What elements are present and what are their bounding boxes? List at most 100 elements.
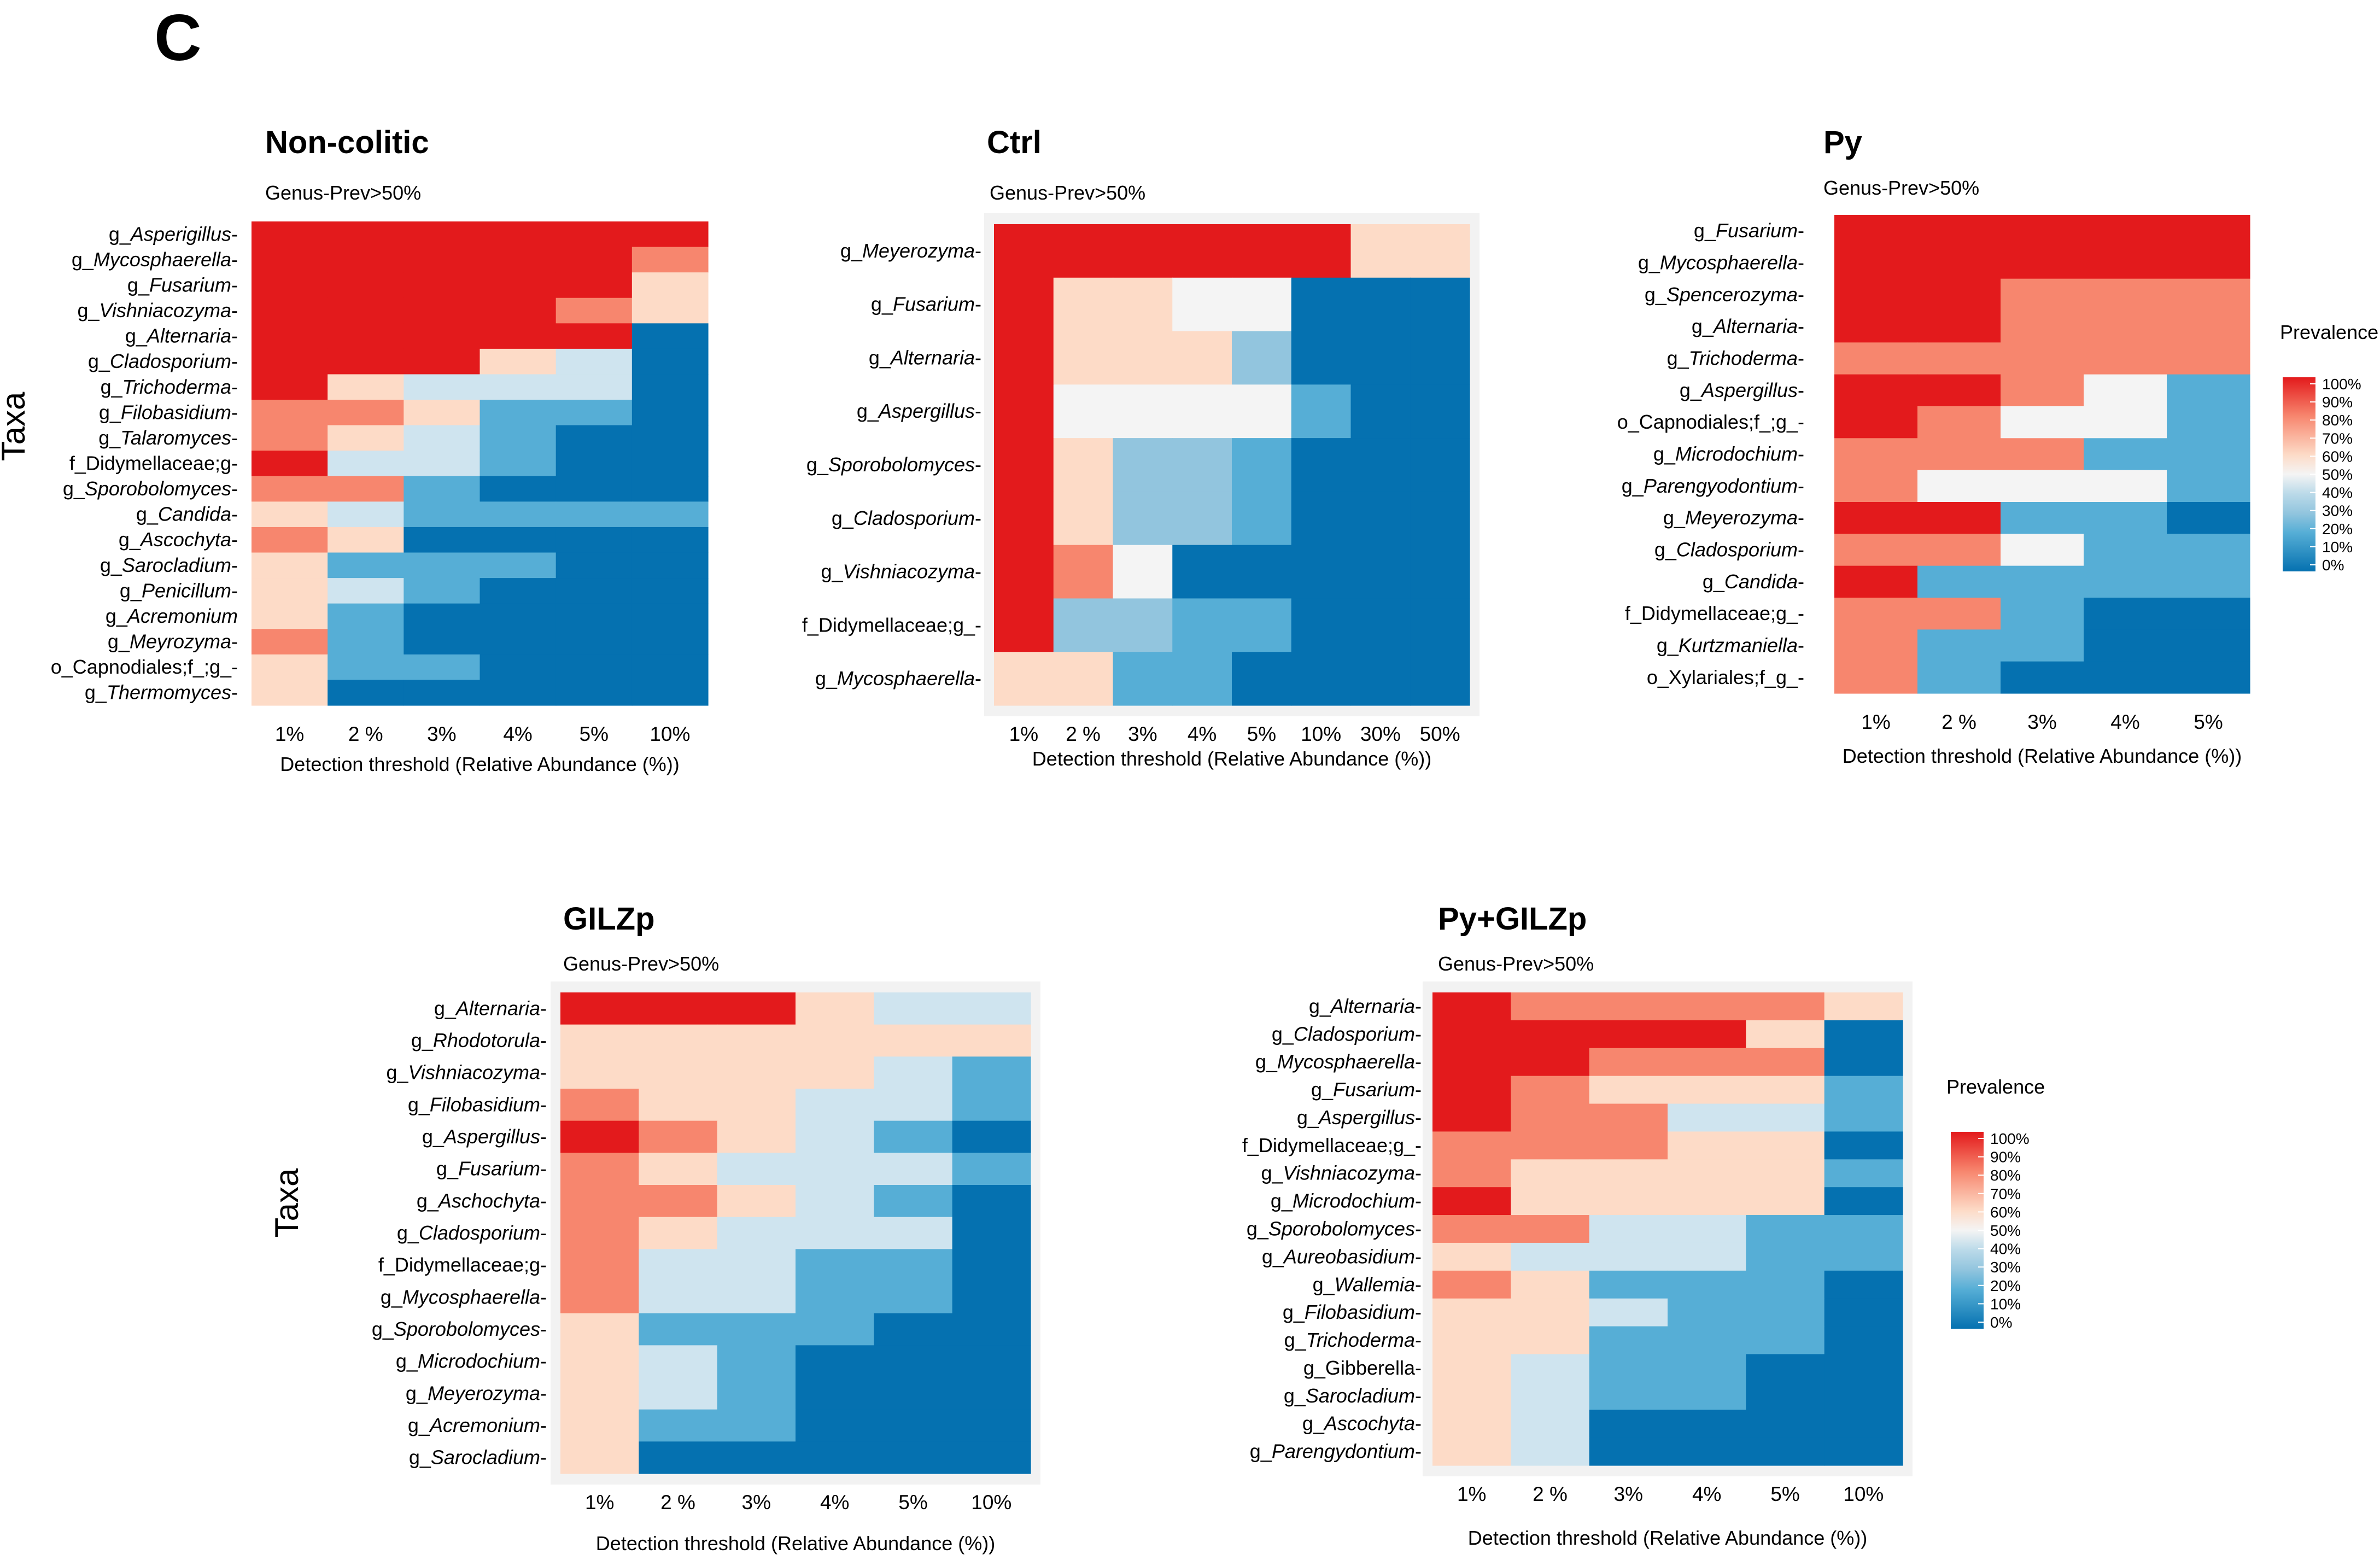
x-axis-label: Detection threshold (Relative Abundance … bbox=[596, 1532, 995, 1555]
heatmap-cell bbox=[952, 1089, 1031, 1121]
taxon-label: g_Aureobasidium- bbox=[1262, 1245, 1422, 1267]
heatmap-cell bbox=[479, 323, 557, 349]
heatmap-cell bbox=[404, 552, 481, 579]
heatmap-cell bbox=[404, 451, 481, 477]
heatmap-cell bbox=[952, 1024, 1031, 1057]
heatmap-cell bbox=[1589, 1270, 1668, 1299]
threshold-label: 4% bbox=[1188, 723, 1217, 745]
heatmap-cell bbox=[1410, 438, 1470, 492]
heatmap-cell bbox=[1746, 1131, 1825, 1160]
taxon-label: f_Didymellaceae;g- bbox=[378, 1254, 547, 1276]
heatmap-cell bbox=[328, 629, 404, 655]
heatmap-cell bbox=[639, 1217, 718, 1249]
heatmap-cell bbox=[631, 451, 709, 477]
heatmap-cell bbox=[252, 374, 328, 400]
heatmap-cell bbox=[555, 425, 633, 451]
threshold-label: 4% bbox=[1692, 1483, 1721, 1505]
heatmap-cell bbox=[1172, 277, 1232, 332]
heatmap-cell bbox=[328, 400, 404, 426]
heatmap-cell bbox=[404, 247, 481, 273]
taxon-label: g_Microdochium- bbox=[1653, 443, 1804, 465]
taxon-label: g_Aspergillus- bbox=[857, 400, 981, 422]
heatmap-cell bbox=[639, 1281, 718, 1314]
heatmap-cell bbox=[874, 1377, 953, 1410]
heatmap-cell bbox=[796, 1313, 874, 1346]
threshold-label: 10% bbox=[1843, 1483, 1884, 1505]
legend-tick-label: 40% bbox=[2322, 484, 2353, 501]
heatmap-cell bbox=[328, 578, 404, 604]
heatmap-cell bbox=[252, 323, 328, 349]
heatmap-cell bbox=[2167, 374, 2250, 407]
heatmap-cell bbox=[479, 476, 557, 502]
legend-tick-label: 50% bbox=[1990, 1222, 2021, 1239]
taxon-label: g_Filobasidium- bbox=[99, 401, 238, 423]
heatmap-cell bbox=[1432, 1048, 1511, 1077]
heatmap-cell bbox=[1824, 1382, 1903, 1410]
heatmap-cell bbox=[555, 476, 633, 502]
heatmap-cell bbox=[479, 400, 557, 426]
heatmap-cell bbox=[1172, 331, 1232, 385]
taxon-label: g_Vishniacozyma- bbox=[387, 1061, 547, 1084]
heatmap-cell bbox=[1834, 534, 1918, 566]
heatmap-cell bbox=[2084, 342, 2167, 375]
heatmap-cell bbox=[1834, 470, 1918, 503]
heatmap-cell bbox=[1350, 545, 1411, 599]
heatmap-cell bbox=[952, 1345, 1031, 1378]
heatmap-cell bbox=[717, 1120, 796, 1153]
heatmap-cell bbox=[2001, 470, 2084, 503]
heatmap-cell bbox=[1834, 406, 1918, 439]
taxon-label: g_Wallemia- bbox=[1313, 1273, 1422, 1295]
taxon-label: g_Cladosporium- bbox=[1272, 1023, 1422, 1045]
heatmap-cell bbox=[2001, 406, 2084, 439]
heatmap-cell bbox=[560, 1024, 639, 1057]
y-axis-label: Taxa bbox=[0, 392, 32, 461]
heatmap-cell bbox=[555, 374, 633, 400]
heatmap-cell bbox=[2001, 247, 2084, 279]
heatmap-cell bbox=[2167, 438, 2250, 471]
heatmap-cell bbox=[1834, 215, 1918, 247]
heatmap-cell bbox=[796, 1377, 874, 1410]
heatmap-cell bbox=[2001, 342, 2084, 375]
heatmap-cell bbox=[631, 654, 709, 681]
taxon-label: g_Sarocladium- bbox=[409, 1446, 547, 1469]
heatmap-cell bbox=[1746, 1159, 1825, 1188]
heatmap-cell bbox=[1824, 1270, 1903, 1299]
taxon-label: g_Mycosphaerella- bbox=[1638, 252, 1804, 274]
heatmap-cell bbox=[1172, 491, 1232, 546]
heatmap-cell bbox=[1232, 224, 1292, 278]
heatmap-cell bbox=[1589, 1215, 1668, 1243]
heatmap-cell bbox=[1668, 1354, 1746, 1382]
taxon-label: g_Sarocladium- bbox=[100, 554, 238, 576]
heatmap-cell bbox=[994, 331, 1054, 385]
heatmap-cell bbox=[328, 221, 404, 248]
heatmap-cell bbox=[874, 1056, 953, 1089]
heatmap-cell bbox=[555, 297, 633, 324]
heatmap-cell bbox=[479, 348, 557, 375]
heatmap-cell bbox=[1113, 331, 1173, 385]
heatmap-cell bbox=[404, 578, 481, 604]
heatmap-cell bbox=[2001, 534, 2084, 566]
heatmap-cell bbox=[639, 1345, 718, 1378]
heatmap-cell bbox=[1350, 438, 1411, 492]
heatmap-cell bbox=[1511, 1270, 1590, 1299]
taxon-label: g_Candida- bbox=[136, 503, 238, 525]
heatmap-cell bbox=[994, 491, 1054, 546]
legend-tick-label: 60% bbox=[1990, 1203, 2021, 1220]
legend-tick-label: 10% bbox=[1990, 1295, 2021, 1312]
heatmap-cell bbox=[1824, 1215, 1903, 1243]
heatmap-cell bbox=[1410, 384, 1470, 439]
heatmap-cell bbox=[1589, 1242, 1668, 1271]
heatmap-cell bbox=[1917, 565, 2001, 598]
threshold-label: 3% bbox=[742, 1491, 771, 1514]
heatmap-cell bbox=[874, 1281, 953, 1314]
heatmap-cell bbox=[1113, 652, 1173, 706]
taxon-label: g_Mycosphaerella- bbox=[72, 248, 238, 271]
heatmap-cell bbox=[1824, 1298, 1903, 1327]
heatmap-cell bbox=[560, 1249, 639, 1282]
heatmap-cell bbox=[555, 629, 633, 655]
heatmap-cell bbox=[1824, 1131, 1903, 1160]
taxon-label: g_Alternaria- bbox=[125, 325, 238, 347]
heatmap-cell bbox=[994, 598, 1054, 652]
heatmap-cell bbox=[952, 1120, 1031, 1153]
heatmap-cell bbox=[404, 476, 481, 502]
